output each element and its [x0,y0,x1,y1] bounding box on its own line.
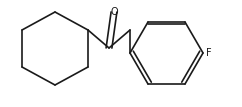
Text: F: F [206,48,212,58]
Text: O: O [110,7,118,17]
